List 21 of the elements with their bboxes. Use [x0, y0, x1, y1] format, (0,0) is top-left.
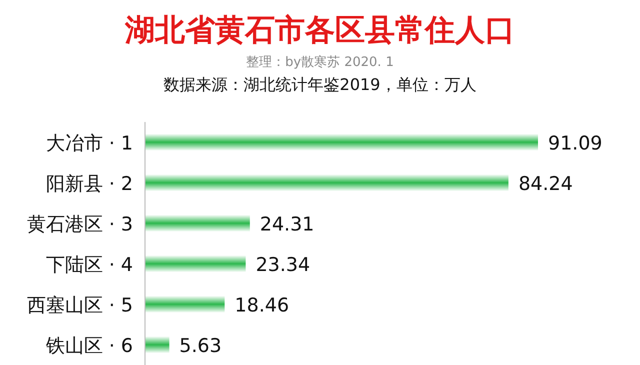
data-label: 18.46: [234, 294, 290, 316]
y-tick-label: 下陆区 · 4: [46, 254, 133, 276]
y-tick-label: 西塞山区 · 5: [26, 294, 133, 316]
bar: [145, 296, 225, 313]
bar: [145, 255, 246, 272]
chart-title: 湖北省黄石市各区县常住人口: [124, 13, 515, 48]
bar: [145, 336, 170, 354]
data-label: 84.24: [518, 172, 573, 195]
data-label: 91.09: [548, 132, 602, 154]
y-tick-label: 阳新县 · 2: [46, 172, 133, 195]
bar: [145, 174, 508, 192]
source-note: 数据来源：湖北统计年鉴2019，单位：万人: [164, 75, 476, 94]
y-tick-label: 大冶市 · 1: [46, 132, 133, 154]
data-label: 5.63: [179, 334, 222, 357]
chart-subtitle: 整理：by散寒苏 2020. 1: [246, 54, 394, 70]
y-tick-label: 铁山区 · 6: [44, 334, 133, 357]
bar: [145, 214, 250, 232]
bar: [145, 134, 538, 151]
data-label: 23.34: [256, 254, 310, 276]
data-label: 24.31: [260, 213, 314, 236]
y-tick-label: 黄石港区 · 3: [26, 213, 133, 236]
